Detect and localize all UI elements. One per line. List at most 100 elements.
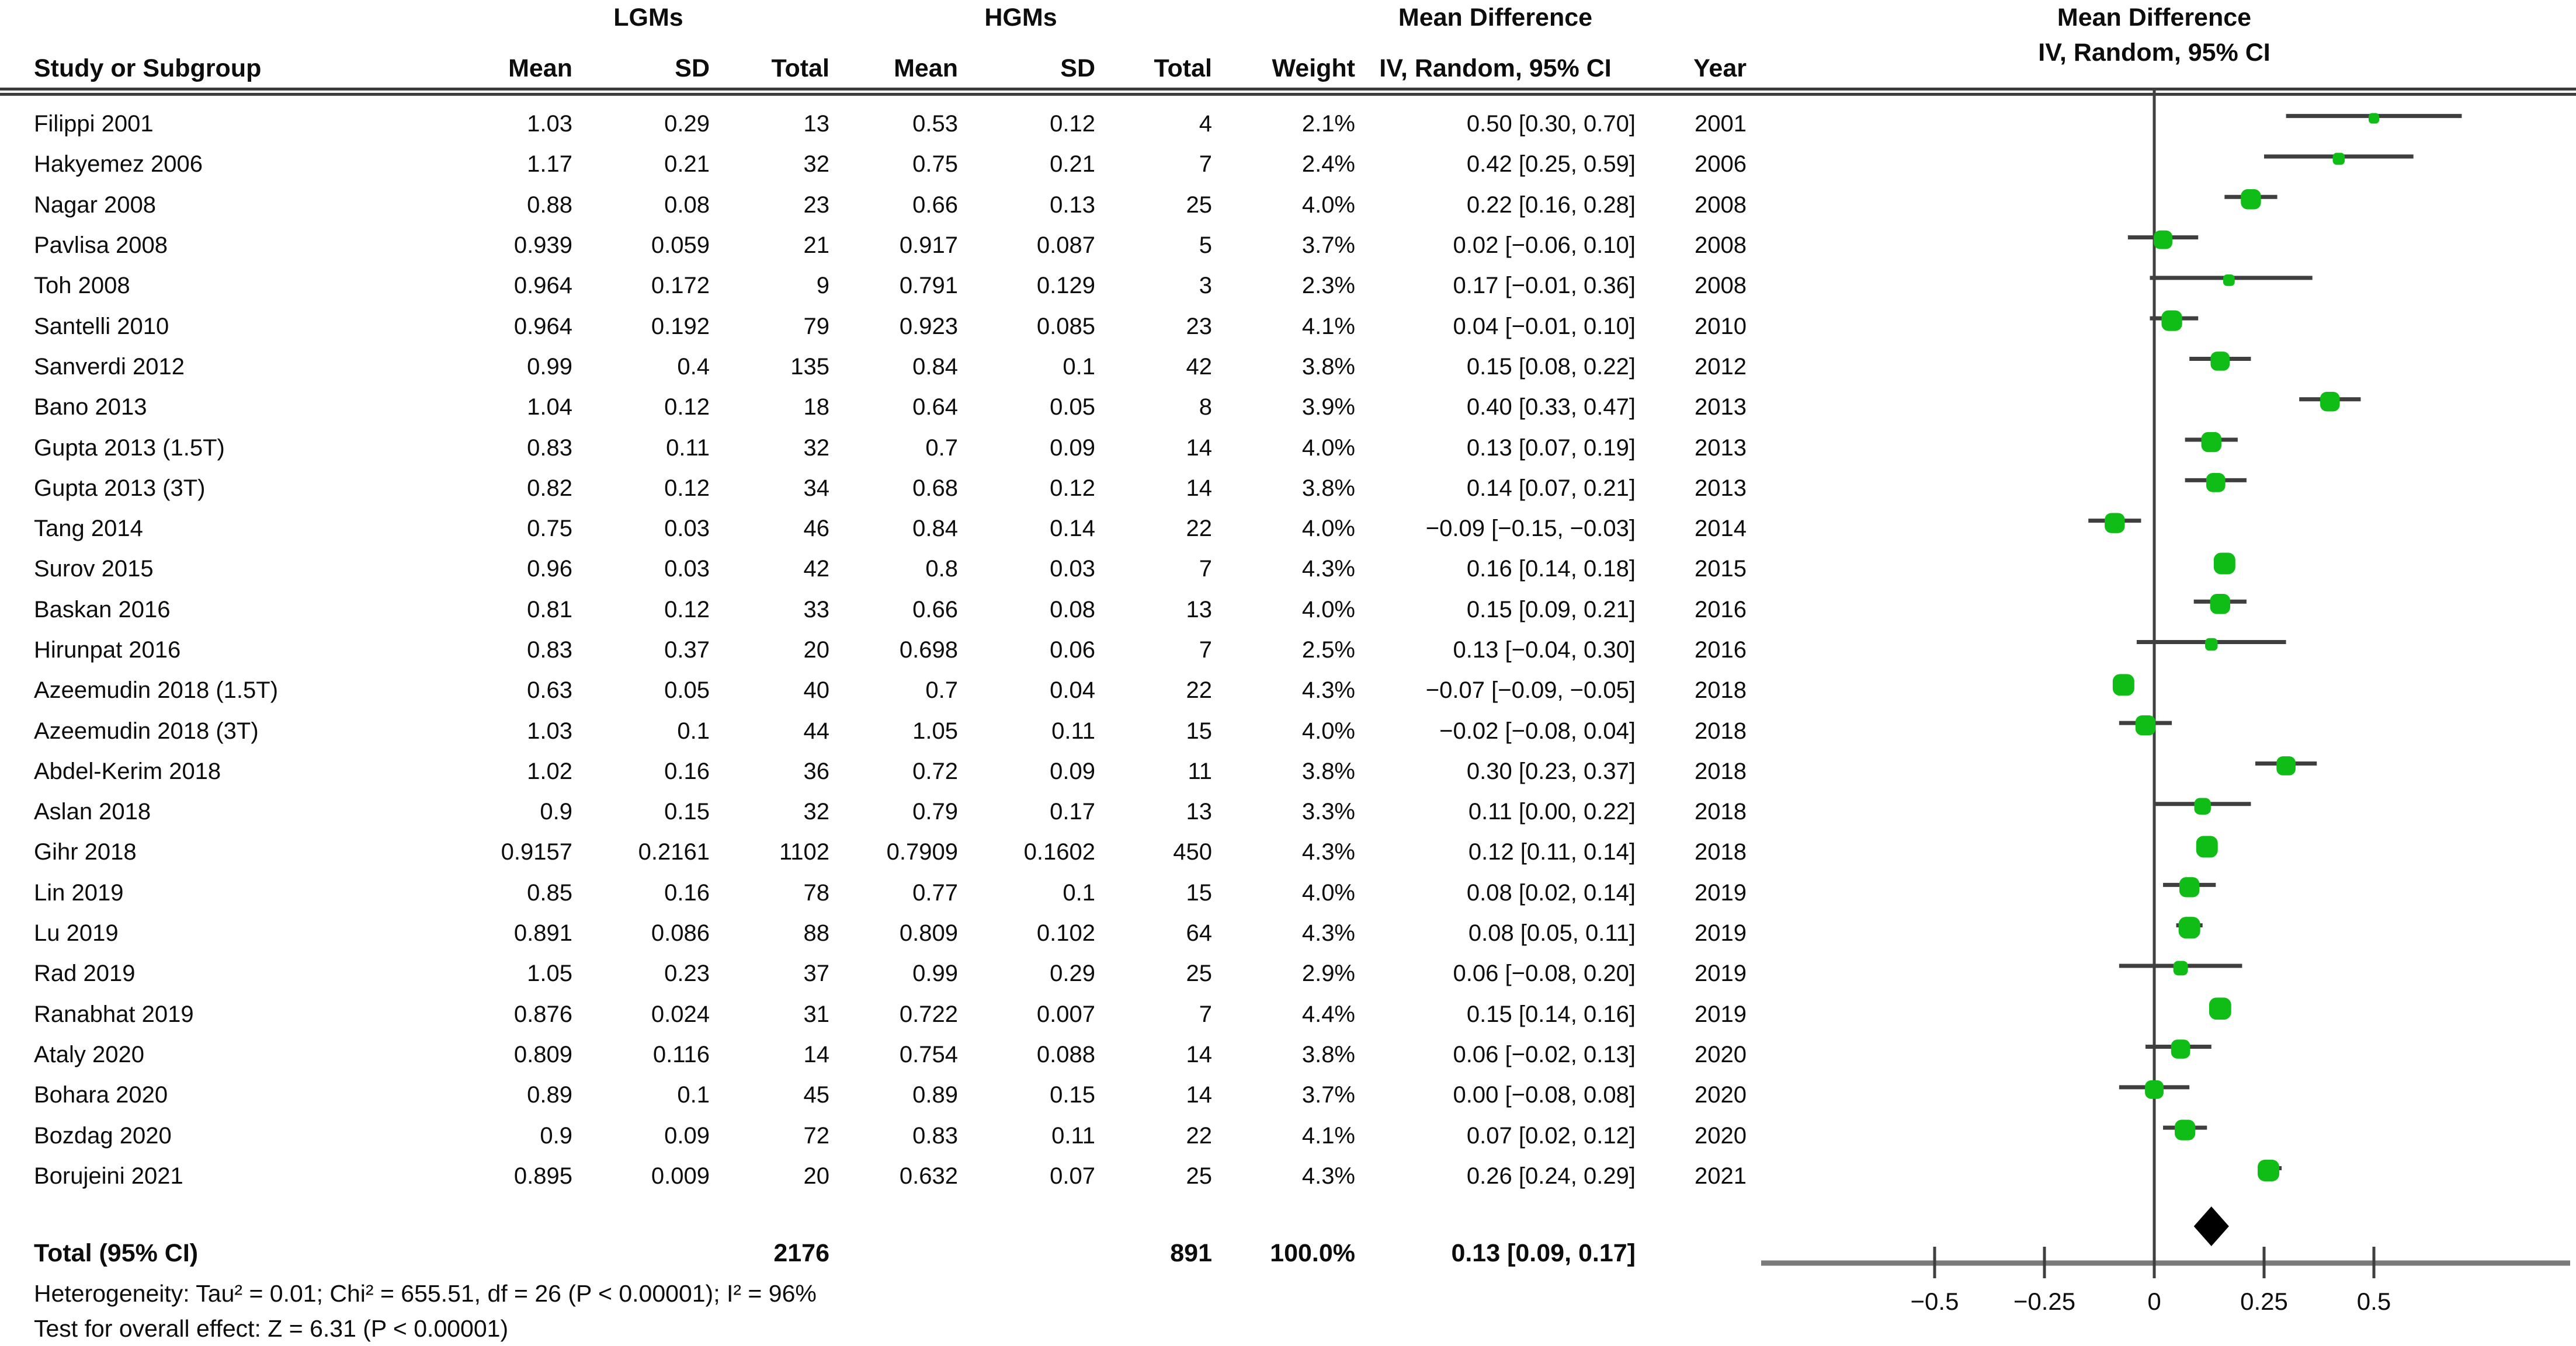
ci-text-cell: 0.12 [0.11, 0.14] (1468, 839, 1636, 865)
year-cell: 2016 (1695, 596, 1747, 622)
study-name-cell: Gupta 2013 (1.5T) (34, 434, 225, 461)
ci-text-cell: 0.16 [0.14, 0.18] (1466, 556, 1636, 582)
ci-text-cell: 0.40 [0.33, 0.47] (1466, 394, 1636, 420)
weight-cell: 3.8% (1301, 1041, 1355, 1067)
hgm-total-cell: 25 (1186, 1163, 1213, 1189)
hgm-mean-cell: 0.84 (912, 516, 958, 542)
study-name-cell: Toh 2008 (34, 273, 130, 299)
lgm-total-cell: 32 (803, 151, 830, 178)
lgm-sd-cell: 0.172 (651, 273, 710, 299)
lgm-sd-cell: 0.03 (664, 516, 710, 542)
weight-cell: 4.0% (1301, 516, 1355, 542)
lgm-sd-cell: 0.12 (664, 475, 710, 501)
study-row: Santelli 2010 0.964 0.192 79 0.923 0.085… (0, 306, 1747, 346)
study-name-cell: Filippi 2001 (34, 111, 154, 137)
lgm-sd-cell: 0.29 (664, 111, 710, 137)
weight-cell: 4.3% (1301, 677, 1355, 704)
lgm-mean-cell: 0.81 (527, 596, 572, 622)
study-row: Filippi 2001 1.03 0.29 13 0.53 0.12 4 2.… (0, 104, 1747, 144)
weight-cell: 3.7% (1301, 232, 1355, 259)
hgm-total-cell: 8 (1199, 394, 1212, 420)
ci-text-cell: 0.15 [0.09, 0.21] (1466, 596, 1636, 622)
lgm-mean-cell: 0.96 (527, 556, 572, 582)
study-name-cell: Azeemudin 2018 (3T) (34, 718, 259, 744)
lgm-total-cell: 135 (790, 353, 829, 380)
study-row: Abdel-Kerim 2018 1.02 0.16 36 0.72 0.09 … (0, 752, 1747, 792)
study-name-cell: Hirunpat 2016 (34, 637, 181, 663)
lgm-sd-cell: 0.08 (664, 192, 710, 218)
hgm-sd-cell: 0.04 (1050, 677, 1095, 704)
hgm-mean-cell: 0.72 (912, 758, 958, 784)
study-name-cell: Tang 2014 (34, 516, 143, 542)
year-cell: 2001 (1695, 111, 1747, 137)
study-name-cell: Aslan 2018 (34, 799, 151, 825)
hgm-mean-cell: 0.83 (912, 1122, 958, 1149)
year-cell: 2006 (1695, 151, 1747, 178)
ci-text-cell: 0.15 [0.14, 0.16] (1466, 1001, 1636, 1027)
study-name-cell: Sanverdi 2012 (34, 353, 185, 380)
lgm-total-cell: 33 (803, 596, 830, 622)
lgm-mean-cell: 0.9 (540, 1122, 572, 1149)
hgm-sd-cell: 0.08 (1050, 596, 1095, 622)
weight-cell: 4.0% (1301, 434, 1355, 461)
hgm-mean-cell: 1.05 (912, 718, 958, 744)
hgm-sd-cell: 0.21 (1050, 151, 1095, 178)
hgm-sd-cell: 0.11 (1051, 1122, 1095, 1149)
study-name-cell: Azeemudin 2018 (1.5T) (34, 677, 279, 704)
lgm-total-cell: 21 (803, 232, 830, 259)
ci-text-cell: 0.13 [−0.04, 0.30] (1453, 637, 1636, 663)
study-row: Bozdag 2020 0.9 0.09 72 0.83 0.11 22 4.1… (0, 1115, 1747, 1156)
hgm-mean-cell: 0.53 (912, 111, 958, 137)
hgm-mean-cell: 0.791 (899, 273, 958, 299)
study-row: Bohara 2020 0.89 0.1 45 0.89 0.15 14 3.7… (0, 1075, 1747, 1115)
lgm-mean-cell: 0.82 (527, 475, 572, 501)
study-row: Ataly 2020 0.809 0.116 14 0.754 0.088 14… (0, 1035, 1747, 1075)
hgm-mean-cell: 0.68 (912, 475, 958, 501)
weight-cell: 4.1% (1301, 1122, 1355, 1149)
hgm-mean-cell: 0.632 (899, 1163, 958, 1189)
ci-text-cell: −0.02 [−0.08, 0.04] (1439, 718, 1636, 744)
hgm-mean-cell: 0.698 (899, 637, 958, 663)
mean-difference-header: Mean Difference (1398, 4, 1593, 32)
study-row: Ranabhat 2019 0.876 0.024 31 0.722 0.007… (0, 994, 1747, 1035)
hgm-total-cell: 25 (1186, 192, 1213, 218)
weight-cell: 2.3% (1301, 273, 1355, 299)
lgm-mean-cell: 0.891 (513, 920, 572, 947)
study-row: Toh 2008 0.964 0.172 9 0.791 0.129 3 2.3… (0, 266, 1747, 306)
hgm-sd-cell: 0.06 (1050, 637, 1095, 663)
lgm-mean-cell: 1.02 (527, 758, 572, 784)
year-column-header: Year (1693, 54, 1747, 82)
study-name-cell: Lu 2019 (34, 920, 119, 947)
weight-cell: 4.0% (1301, 596, 1355, 622)
study-name-cell: Ranabhat 2019 (34, 1001, 194, 1027)
year-cell: 2012 (1695, 353, 1747, 380)
lgm-sd-cell: 0.1 (677, 1082, 710, 1108)
weight-cell: 3.8% (1301, 475, 1355, 501)
lgm-sd-cell: 0.05 (664, 677, 710, 704)
hgm-total-cell: 22 (1186, 1122, 1213, 1149)
hgm-total-cell: 11 (1188, 758, 1212, 784)
weight-cell: 3.7% (1301, 1082, 1355, 1108)
lgm-total-cell: 36 (803, 758, 830, 784)
hgm-total-cell: 25 (1186, 961, 1213, 987)
year-cell: 2008 (1695, 192, 1747, 218)
hgm-mean-cell: 0.84 (912, 353, 958, 380)
study-name-cell: Bozdag 2020 (34, 1122, 172, 1149)
lgm-mean-cell: 1.17 (527, 151, 572, 178)
year-cell: 2015 (1695, 556, 1747, 582)
total-row: Total (95% CI) 2176 891 100.0% 0.13 [0.0… (0, 1233, 1747, 1274)
study-row: Nagar 2008 0.88 0.08 23 0.66 0.13 25 4.0… (0, 185, 1747, 225)
hgm-mean-cell: 0.89 (912, 1082, 958, 1108)
total-lgm-n: 2176 (773, 1239, 829, 1267)
ci-text-cell: 0.13 [0.07, 0.19] (1466, 434, 1636, 461)
lgm-total-cell: 40 (803, 677, 830, 704)
hgm-total-cell: 14 (1186, 475, 1213, 501)
lgm-mean-cell: 0.75 (527, 516, 572, 542)
weight-cell: 4.0% (1301, 879, 1355, 906)
lgm-sd-cell: 0.2161 (638, 839, 710, 865)
hgm-mean-cell: 0.7909 (886, 839, 958, 865)
hgm-sd-cell: 0.17 (1050, 799, 1095, 825)
hgm-total-cell: 7 (1199, 637, 1212, 663)
lgm-total-cell: 32 (803, 799, 830, 825)
weight-cell: 2.5% (1301, 637, 1355, 663)
